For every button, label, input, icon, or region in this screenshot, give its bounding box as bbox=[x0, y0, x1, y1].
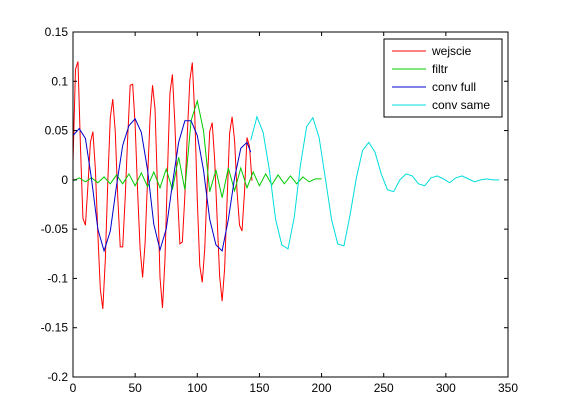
y-tick-label: -0.2 bbox=[47, 370, 68, 384]
series-line-conv-full bbox=[72, 117, 252, 253]
x-tick-label: 300 bbox=[436, 381, 456, 395]
y-tick-label: -0.05 bbox=[41, 222, 69, 236]
y-tick-label: 0 bbox=[61, 173, 68, 187]
x-tick-label: 350 bbox=[498, 381, 518, 395]
x-tick-label: 50 bbox=[128, 381, 142, 395]
plot-frame bbox=[72, 31, 509, 378]
x-tick-label: 250 bbox=[374, 381, 394, 395]
y-tick-label: -0.1 bbox=[47, 271, 68, 285]
legend-label: conv full bbox=[432, 80, 476, 94]
legend-box bbox=[383, 38, 503, 118]
y-tick-label: -0.15 bbox=[41, 321, 69, 335]
series-line-wejscie bbox=[72, 61, 253, 310]
series-line-conv-same bbox=[250, 115, 500, 250]
y-tick-label: 0.15 bbox=[45, 25, 69, 39]
plot-series bbox=[72, 61, 500, 310]
y-tick-label: 0.05 bbox=[45, 124, 69, 138]
legend: wejscie filtr conv full conv same bbox=[383, 38, 503, 118]
axes: 0 50 100 150 200 250 300 350 -0.2 -0.15 -0.1 -0.05 0… bbox=[41, 25, 519, 395]
x-tick-label: 150 bbox=[249, 381, 269, 395]
x-tick-label: 100 bbox=[187, 381, 207, 395]
legend-label: wejscie bbox=[431, 44, 472, 58]
x-tick-label: 200 bbox=[312, 381, 332, 395]
y-tick-label: 0.1 bbox=[51, 74, 68, 88]
series-line-filtr bbox=[72, 99, 322, 198]
legend-label: conv same bbox=[432, 98, 490, 112]
x-tick-label: 0 bbox=[70, 381, 77, 395]
legend-label: filtr bbox=[432, 62, 448, 76]
